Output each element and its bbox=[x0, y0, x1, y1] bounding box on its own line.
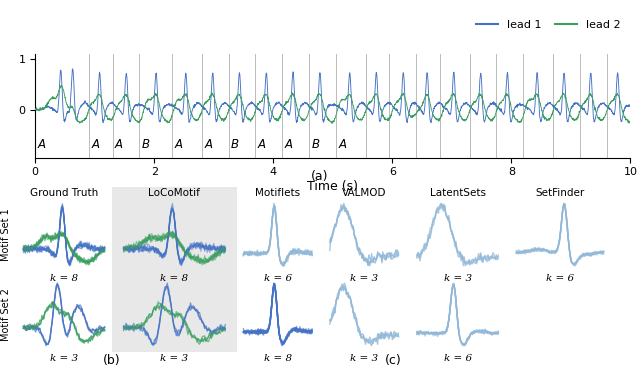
Text: Motif Set 2: Motif Set 2 bbox=[1, 288, 12, 341]
Text: A: A bbox=[115, 138, 123, 151]
Text: VALMOD: VALMOD bbox=[342, 188, 387, 198]
X-axis label: Time (s): Time (s) bbox=[307, 180, 358, 193]
Text: A: A bbox=[91, 138, 99, 151]
Text: k = 3: k = 3 bbox=[161, 354, 188, 362]
Text: k = 3: k = 3 bbox=[444, 274, 472, 283]
Text: B: B bbox=[141, 138, 150, 151]
Text: (b): (b) bbox=[103, 354, 121, 367]
Text: A: A bbox=[204, 138, 212, 151]
Text: SetFinder: SetFinder bbox=[536, 188, 584, 198]
Text: A: A bbox=[175, 138, 182, 151]
Text: B: B bbox=[312, 138, 319, 151]
Text: B: B bbox=[231, 138, 239, 151]
Text: (c): (c) bbox=[385, 354, 402, 367]
Text: k = 8: k = 8 bbox=[161, 274, 188, 283]
Text: A: A bbox=[38, 138, 45, 151]
Text: LatentSets: LatentSets bbox=[429, 188, 486, 198]
Text: k = 6: k = 6 bbox=[546, 274, 574, 283]
Text: k = 3: k = 3 bbox=[350, 274, 378, 283]
Text: k = 6: k = 6 bbox=[264, 274, 292, 283]
Text: k = 8: k = 8 bbox=[50, 274, 78, 283]
Text: (a): (a) bbox=[311, 170, 329, 183]
Text: k = 8: k = 8 bbox=[264, 354, 292, 362]
Text: k = 3: k = 3 bbox=[50, 354, 78, 362]
Text: Motif Set 1: Motif Set 1 bbox=[1, 208, 12, 261]
Text: A: A bbox=[285, 138, 292, 151]
Text: A: A bbox=[258, 138, 266, 151]
Text: k = 6: k = 6 bbox=[444, 354, 472, 362]
Text: Ground Truth: Ground Truth bbox=[30, 188, 98, 198]
Text: Motiflets: Motiflets bbox=[255, 188, 300, 198]
Text: A: A bbox=[338, 138, 346, 151]
Text: LoCoMotif: LoCoMotif bbox=[148, 188, 200, 198]
Legend: lead 1, lead 2: lead 1, lead 2 bbox=[471, 16, 625, 35]
Text: k = 3: k = 3 bbox=[350, 354, 378, 362]
